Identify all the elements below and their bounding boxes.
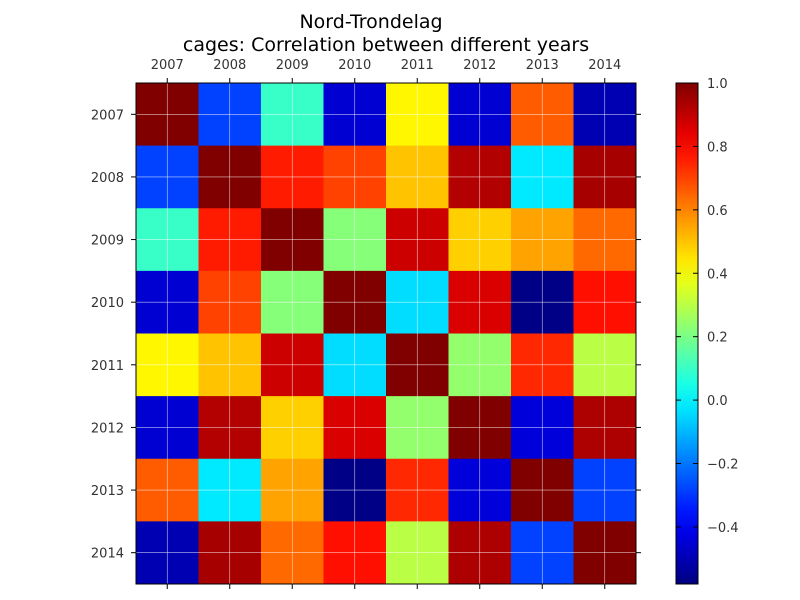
x-tick-label: 2012 [463, 58, 496, 73]
chart-title: Nord-Trondelag [299, 11, 442, 33]
heatmap-cells [136, 83, 637, 585]
y-tick-label: 2013 [91, 484, 124, 499]
x-axis-ticks: 2007 2008 2009 2010 2011 2012 2013 2014 [151, 58, 621, 589]
colorbar-tick-label: 0.8 [707, 140, 728, 155]
colorbar-tick-label: −0.2 [707, 458, 739, 473]
y-tick-label: 2010 [91, 296, 124, 311]
colorbar-tick-label: 0.0 [707, 394, 728, 409]
y-tick-label: 2012 [91, 421, 124, 436]
x-tick-label: 2014 [588, 58, 621, 73]
x-tick-label: 2013 [526, 58, 559, 73]
y-tick-label: 2009 [91, 234, 124, 249]
x-tick-label: 2009 [276, 58, 309, 73]
colorbar-ticks: 1.0 0.8 0.6 0.4 0.2 0.0 −0.2 −0.4 [676, 77, 739, 536]
y-tick-label: 2011 [91, 359, 124, 374]
y-tick-label: 2014 [91, 547, 124, 562]
x-tick-label: 2007 [151, 58, 184, 73]
x-tick-label: 2008 [213, 58, 246, 73]
colorbar-tick-label: 0.4 [707, 267, 728, 282]
colorbar-tick-label: −0.4 [707, 521, 739, 536]
colorbar-tick-label: 0.2 [707, 331, 728, 346]
y-tick-label: 2007 [91, 108, 124, 123]
y-axis-ticks: 2007 2008 2009 2010 2011 2012 2013 2014 [91, 108, 641, 562]
x-tick-label: 2010 [338, 58, 371, 73]
x-tick-label: 2011 [401, 58, 434, 73]
plot-frame [135, 82, 637, 585]
colorbar-tick-label: 1.0 [707, 77, 728, 92]
chart-subtitle: cages: Correlation between different yea… [183, 34, 589, 56]
colorbar-tick-label: 0.6 [707, 204, 728, 219]
colorbar [675, 82, 699, 585]
y-tick-label: 2008 [91, 171, 124, 186]
grid-lines [136, 83, 636, 584]
